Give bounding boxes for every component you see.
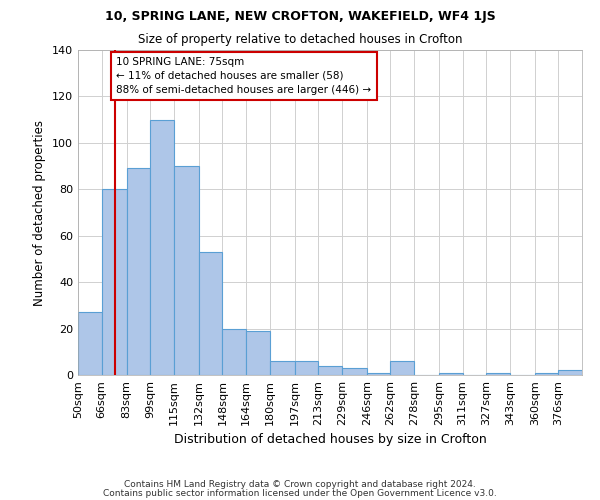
Bar (342, 368, 367, 375)
Bar (174, 166, 199, 375)
Bar (559, 370, 582, 375)
Bar (318, 366, 342, 375)
Bar (367, 372, 391, 375)
Bar (199, 252, 223, 375)
Bar (535, 372, 559, 375)
Text: Contains public sector information licensed under the Open Government Licence v3: Contains public sector information licen… (103, 488, 497, 498)
Bar (269, 361, 295, 375)
Bar (439, 372, 463, 375)
X-axis label: Distribution of detached houses by size in Crofton: Distribution of detached houses by size … (173, 434, 487, 446)
Bar (246, 331, 269, 375)
Bar (127, 168, 150, 375)
Y-axis label: Number of detached properties: Number of detached properties (34, 120, 46, 306)
Bar (101, 190, 127, 375)
Text: 10 SPRING LANE: 75sqm
← 11% of detached houses are smaller (58)
88% of semi-deta: 10 SPRING LANE: 75sqm ← 11% of detached … (116, 57, 371, 95)
Bar (78, 312, 101, 375)
Bar (223, 328, 246, 375)
Text: Size of property relative to detached houses in Crofton: Size of property relative to detached ho… (138, 32, 462, 46)
Bar (150, 120, 174, 375)
Text: Contains HM Land Registry data © Crown copyright and database right 2024.: Contains HM Land Registry data © Crown c… (124, 480, 476, 489)
Bar (295, 361, 318, 375)
Text: 10, SPRING LANE, NEW CROFTON, WAKEFIELD, WF4 1JS: 10, SPRING LANE, NEW CROFTON, WAKEFIELD,… (104, 10, 496, 23)
Bar (391, 361, 414, 375)
Bar (486, 372, 510, 375)
